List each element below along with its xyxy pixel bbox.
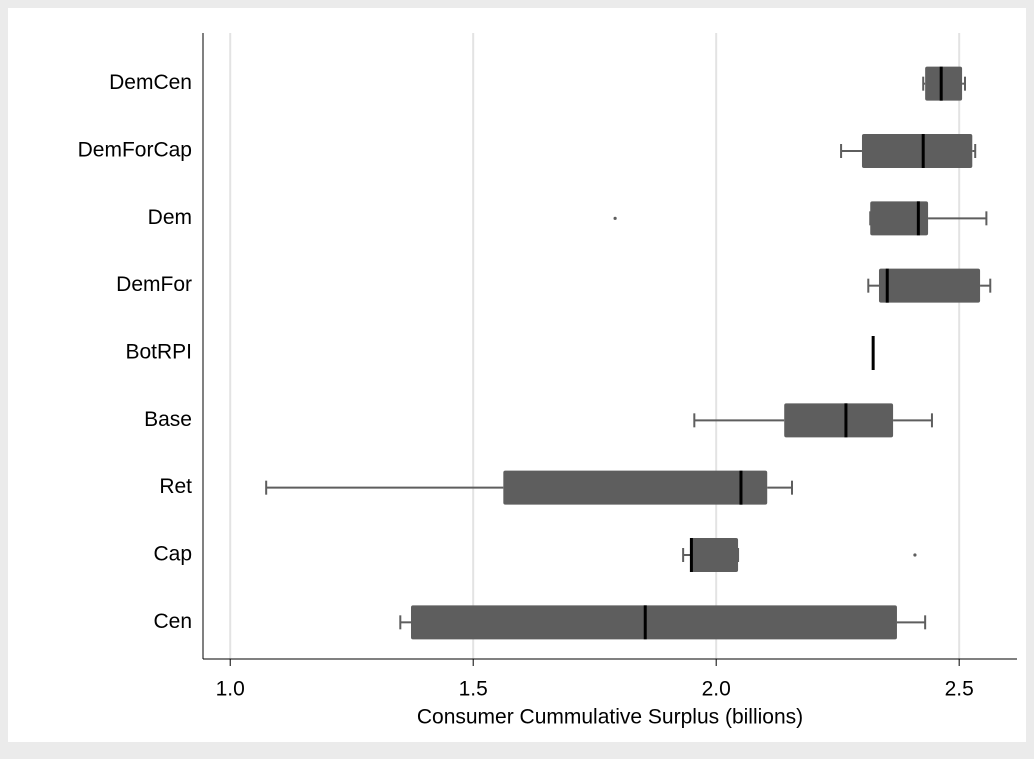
y-tick-label: DemFor (116, 273, 192, 296)
x-tick-label: 2.0 (702, 678, 731, 701)
y-tick-label: DemCen (109, 71, 192, 94)
y-tick-label: Ret (159, 475, 192, 498)
y-tick-label: Base (144, 408, 192, 431)
box (878, 268, 981, 303)
box (691, 538, 739, 572)
y-tick-label: BotRPI (125, 341, 192, 364)
y-tick-label: Dem (148, 206, 192, 229)
x-tick-label: 1.0 (216, 678, 245, 701)
box (925, 66, 963, 101)
y-tick-label: Cen (153, 610, 192, 633)
y-tick-label: Cap (153, 543, 192, 566)
x-tick-label: 2.5 (945, 678, 974, 701)
x-axis-title: Consumer Cummulative Surplus (billions) (417, 706, 803, 729)
outlier (913, 553, 917, 557)
y-tick-label: DemForCap (78, 139, 192, 162)
box (410, 605, 897, 640)
box (870, 201, 929, 236)
box (784, 403, 894, 438)
outlier (613, 216, 617, 220)
box (503, 470, 768, 505)
box (861, 134, 973, 168)
x-tick-label: 1.5 (459, 678, 488, 701)
